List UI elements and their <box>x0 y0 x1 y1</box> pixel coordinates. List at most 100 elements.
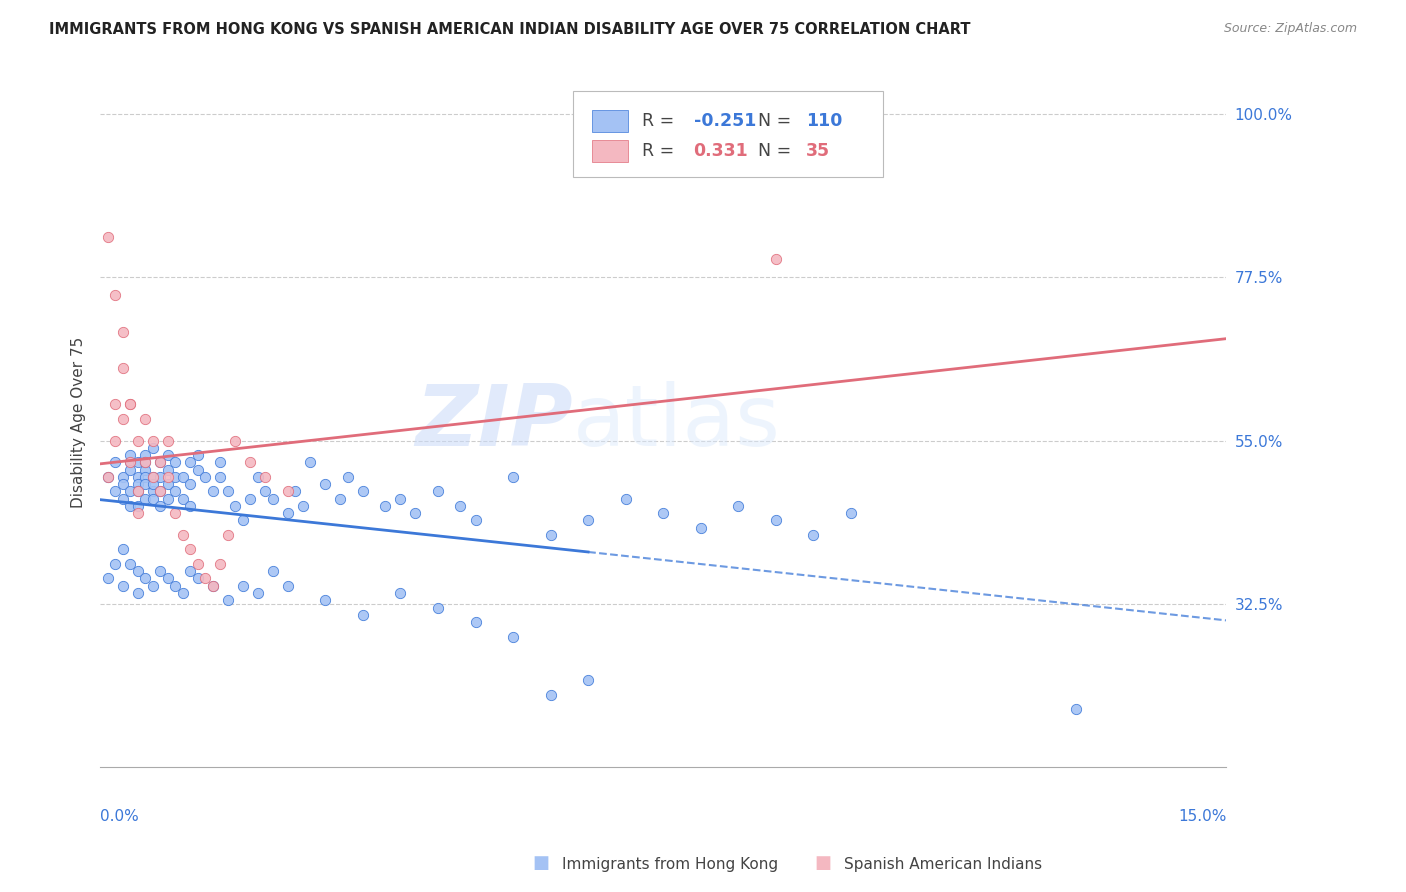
Text: Immigrants from Hong Kong: Immigrants from Hong Kong <box>562 857 779 872</box>
Text: 35: 35 <box>806 142 831 161</box>
Point <box>179 499 201 513</box>
Point <box>142 434 165 448</box>
Point <box>262 491 284 506</box>
Point <box>246 586 269 600</box>
Point <box>165 484 187 499</box>
Point <box>291 499 314 513</box>
Point <box>142 579 165 593</box>
Point <box>149 484 172 499</box>
Point <box>165 579 187 593</box>
Point <box>464 513 486 527</box>
Text: 15.0%: 15.0% <box>1178 809 1226 823</box>
Point <box>149 564 172 578</box>
Point <box>111 477 134 491</box>
Point <box>426 600 449 615</box>
Point <box>194 572 217 586</box>
Point <box>142 484 165 499</box>
Text: ZIP: ZIP <box>416 381 574 464</box>
Point <box>426 484 449 499</box>
Point <box>689 521 711 535</box>
Point <box>187 448 209 462</box>
Point <box>104 455 127 469</box>
Point <box>120 455 142 469</box>
Point <box>389 586 412 600</box>
Point <box>224 434 246 448</box>
Point <box>104 484 127 499</box>
Point <box>576 513 599 527</box>
Point <box>156 491 179 506</box>
Point <box>111 491 134 506</box>
Point <box>120 484 142 499</box>
Point <box>120 499 142 513</box>
Point <box>142 441 165 455</box>
Point <box>389 491 412 506</box>
Point <box>149 499 172 513</box>
Point <box>540 688 562 702</box>
Point <box>217 593 239 607</box>
Point <box>187 462 209 476</box>
Point <box>314 477 336 491</box>
Point <box>127 564 149 578</box>
Point <box>149 455 172 469</box>
Point <box>142 477 165 491</box>
Point <box>254 484 277 499</box>
Point <box>127 477 149 491</box>
Point <box>111 579 134 593</box>
Point <box>134 470 156 484</box>
Text: 0.0%: 0.0% <box>100 809 139 823</box>
Point <box>142 470 165 484</box>
Point <box>839 506 862 520</box>
Point <box>97 470 120 484</box>
Point <box>765 252 787 266</box>
Point <box>614 491 637 506</box>
Point <box>262 564 284 578</box>
Point <box>209 455 232 469</box>
Point <box>120 448 142 462</box>
Point <box>232 579 254 593</box>
Point <box>127 484 149 499</box>
Text: R =: R = <box>641 112 679 130</box>
Point <box>209 557 232 571</box>
Point <box>172 470 194 484</box>
Point <box>104 434 127 448</box>
Point <box>134 491 156 506</box>
Point <box>336 470 359 484</box>
Point <box>277 484 299 499</box>
FancyBboxPatch shape <box>592 110 628 132</box>
Point <box>127 434 149 448</box>
Point <box>111 325 134 339</box>
Point <box>120 462 142 476</box>
Text: Spanish American Indians: Spanish American Indians <box>844 857 1042 872</box>
Point <box>127 506 149 520</box>
Text: Source: ZipAtlas.com: Source: ZipAtlas.com <box>1223 22 1357 36</box>
Point <box>97 230 120 244</box>
Point <box>194 470 217 484</box>
Point <box>142 491 165 506</box>
Point <box>127 499 149 513</box>
Point <box>111 470 134 484</box>
Point <box>127 586 149 600</box>
Point <box>156 470 179 484</box>
Point <box>172 528 194 542</box>
Point <box>284 484 307 499</box>
Point <box>142 470 165 484</box>
Point <box>299 455 322 469</box>
Point <box>179 542 201 557</box>
Point <box>652 506 675 520</box>
Point <box>134 448 156 462</box>
Point <box>277 506 299 520</box>
Point <box>165 470 187 484</box>
Point <box>127 455 149 469</box>
Point <box>540 528 562 542</box>
Point <box>352 607 374 622</box>
Point <box>172 586 194 600</box>
Point <box>156 448 179 462</box>
FancyBboxPatch shape <box>592 140 628 162</box>
Point <box>1064 702 1087 716</box>
Point <box>765 513 787 527</box>
Point <box>134 572 156 586</box>
Point <box>232 513 254 527</box>
Point <box>277 579 299 593</box>
Point <box>179 477 201 491</box>
Point <box>165 455 187 469</box>
